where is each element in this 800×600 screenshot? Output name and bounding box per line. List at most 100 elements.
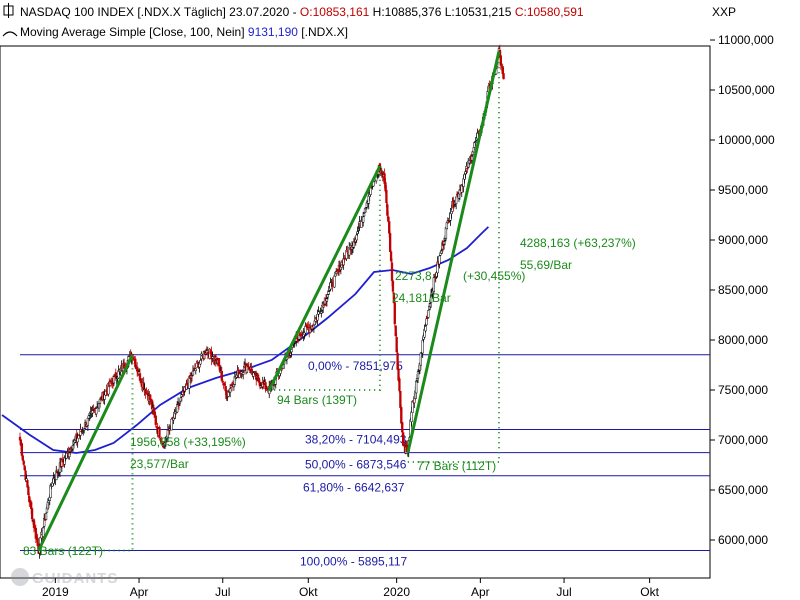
candle-body bbox=[394, 325, 397, 337]
candle-body bbox=[178, 401, 182, 404]
candle-body bbox=[400, 407, 403, 424]
candle-body bbox=[474, 141, 477, 143]
annotation-rise4-bars: 77 Bars (112T) bbox=[417, 459, 496, 473]
trend-lines-layer bbox=[37, 51, 501, 552]
candle-body bbox=[229, 388, 232, 393]
y-tick-label: 9500,000 bbox=[718, 183, 768, 197]
candle-body bbox=[21, 455, 24, 461]
candle-body bbox=[345, 250, 348, 259]
trend-line bbox=[267, 165, 382, 391]
candle-body bbox=[502, 73, 505, 80]
candle-body bbox=[432, 277, 436, 292]
candle-body bbox=[410, 411, 413, 423]
currency-label: XXP bbox=[712, 5, 736, 19]
x-tick-label: Jul bbox=[556, 585, 571, 599]
measurement-dotted-line bbox=[407, 51, 500, 463]
measurement-dotted-line bbox=[269, 166, 381, 391]
candle-body bbox=[393, 302, 396, 325]
candle-body bbox=[44, 513, 48, 520]
trend-line bbox=[37, 354, 134, 552]
candle-body bbox=[388, 233, 392, 252]
header-line2: Moving Average Simple [Close, 100, Nein]… bbox=[20, 25, 348, 39]
annotation-rise1-rate: 23,577/Bar bbox=[130, 457, 189, 471]
watermark-logo: GUIDANTS bbox=[11, 568, 117, 587]
candle-body bbox=[421, 339, 424, 354]
watermark-logo-icon bbox=[11, 568, 29, 586]
candle-body bbox=[200, 353, 203, 360]
candle-body bbox=[112, 376, 116, 384]
candle-body bbox=[438, 255, 441, 265]
candle-body bbox=[22, 460, 25, 465]
candle-body bbox=[343, 258, 346, 260]
candle-body bbox=[470, 155, 474, 161]
candle-body bbox=[326, 294, 329, 298]
fibonacci-levels: 0,00% - 7851,975 38,20% - 7104,493 50,00% … bbox=[20, 354, 710, 568]
annotations-layer: 1956,858 (+33,195%) 23,577/Bar 83 Bars (12… bbox=[23, 236, 636, 558]
candle-body bbox=[327, 291, 330, 295]
ma-legend-icon bbox=[2, 31, 18, 37]
candle-body bbox=[455, 196, 458, 204]
candle-body bbox=[395, 337, 398, 353]
annotation-rise3-rate: 24,181/Bar bbox=[392, 291, 451, 305]
candle-body bbox=[160, 438, 163, 442]
candle-body bbox=[346, 251, 349, 253]
y-tick-label: 8000,000 bbox=[718, 333, 768, 347]
y-tick-label: 10500,000 bbox=[718, 83, 775, 97]
candle-body bbox=[398, 378, 401, 392]
candle-body bbox=[191, 370, 195, 376]
x-tick-label: 2020 bbox=[383, 585, 410, 599]
fibonacci-label: 61,80% - 6642,637 bbox=[303, 481, 405, 495]
candle-body bbox=[217, 357, 221, 367]
candle-body bbox=[362, 213, 366, 217]
candle-body bbox=[385, 189, 388, 203]
candle-body bbox=[23, 465, 26, 471]
candle-body bbox=[390, 262, 394, 281]
candle-body bbox=[98, 399, 102, 404]
candle-body bbox=[158, 427, 161, 439]
candle-body bbox=[290, 349, 293, 353]
candle-body bbox=[42, 527, 45, 537]
candle-body bbox=[220, 370, 223, 381]
candle-body bbox=[499, 55, 502, 66]
candle-body bbox=[221, 380, 224, 383]
candle-body bbox=[170, 418, 173, 431]
candle-body bbox=[194, 368, 197, 372]
y-tick-label: 11000,000 bbox=[718, 33, 774, 47]
candle-body bbox=[154, 415, 157, 425]
candle-body bbox=[424, 326, 427, 332]
candle-body bbox=[325, 298, 329, 302]
candle-body bbox=[242, 372, 245, 375]
fibonacci-label: 38,20% - 7104,493 bbox=[305, 433, 407, 447]
candle-body bbox=[114, 372, 117, 379]
candle-body bbox=[333, 275, 336, 288]
header-line1: NASDAQ 100 INDEX [.NDX.X Täglich] 23.07.… bbox=[20, 5, 584, 19]
chart-header: NASDAQ 100 INDEX [.NDX.X Täglich] 23.07.… bbox=[2, 3, 736, 39]
plot-frame bbox=[0, 45, 711, 579]
y-tick-label: 7500,000 bbox=[718, 383, 768, 397]
candle-body bbox=[389, 251, 393, 262]
x-tick-label: Okt bbox=[640, 585, 659, 599]
x-tick-label: Okt bbox=[299, 585, 318, 599]
candle-body bbox=[199, 360, 202, 365]
candle-body bbox=[391, 280, 395, 292]
annotation-rise1-bars: 83 Bars (122T) bbox=[23, 544, 103, 558]
y-tick-label: 7000,000 bbox=[718, 433, 768, 447]
candle-body bbox=[176, 404, 179, 413]
candle-body bbox=[27, 486, 30, 496]
candle-body bbox=[247, 366, 250, 369]
annotation-rise1-change: 1956,858 (+33,195%) bbox=[130, 435, 246, 449]
candle-body bbox=[95, 408, 98, 415]
y-tick-label: 6000,000 bbox=[718, 533, 768, 547]
fibonacci-label: 50,00% - 6873,546 bbox=[305, 458, 407, 472]
candle-body bbox=[355, 234, 358, 241]
x-axis: 2019 Apr Jul Okt 2020 Apr Jul Okt bbox=[42, 578, 660, 599]
annotation-rise3-change-part1: 2273,8 bbox=[395, 269, 432, 283]
annotation-rise3-change-part2: (+30,455%) bbox=[463, 269, 525, 283]
candle-body bbox=[30, 508, 34, 520]
y-tick-label: 10000,000 bbox=[718, 133, 775, 147]
annotation-rise4-change: 4288,163 (+63,237%) bbox=[520, 236, 636, 250]
x-tick-label: Apr bbox=[471, 585, 490, 599]
candle-body bbox=[427, 310, 430, 318]
candle-body bbox=[401, 422, 404, 433]
